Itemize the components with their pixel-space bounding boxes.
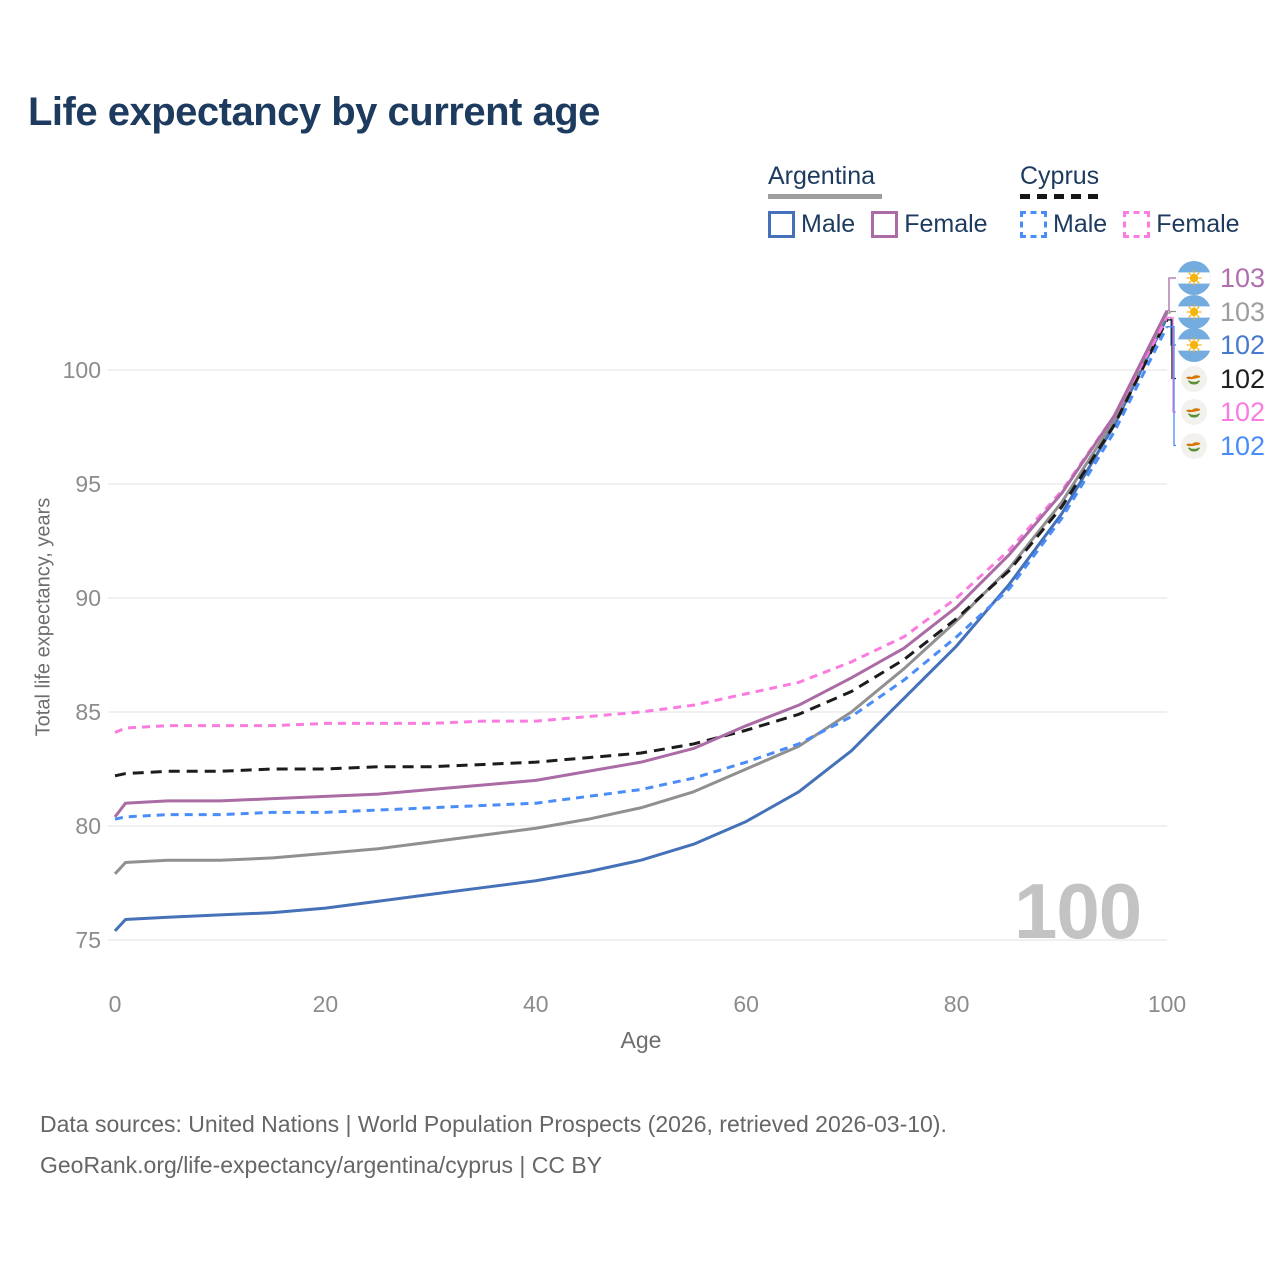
argentina-solid-line-sample: [768, 194, 882, 199]
data-source-line: Data sources: United Nations | World Pop…: [40, 1111, 947, 1137]
legend-group-argentina: Argentina Male Female: [768, 162, 988, 239]
leader-line: [1167, 277, 1176, 312]
argentina-flag-icon: [1176, 328, 1212, 362]
cyprus-flag-icon: [1176, 366, 1212, 392]
x-axis-title: Age: [621, 1027, 662, 1053]
x-tick-label: 40: [523, 991, 549, 1017]
argentina-female-swatch-icon: [871, 211, 899, 238]
end-value: 102: [1220, 363, 1266, 394]
end-label-cyprus-female: 102: [1176, 394, 1265, 430]
y-tick-label: 85: [75, 699, 101, 725]
argentina-male-swatch-icon: [768, 211, 795, 238]
leader-line: [1167, 310, 1176, 314]
series-line-cyprus-female: [114, 316, 1169, 734]
end-value: 103: [1220, 262, 1266, 293]
page-title: Life expectancy by current age: [28, 90, 600, 134]
y-axis-title: Total life expectancy, years: [32, 497, 55, 737]
argentina-flag-icon: [1176, 295, 1212, 329]
argentina-flag-icon: [1176, 261, 1212, 295]
x-tick-label: 0: [109, 991, 122, 1017]
series-line-argentina-male: [113, 316, 1169, 932]
legend-label: Female: [1156, 210, 1240, 238]
series-line-argentina: [113, 312, 1169, 875]
y-tick-label: 100: [63, 357, 101, 383]
x-tick-label: 100: [1148, 991, 1186, 1017]
cyprus-flag-icon: [1176, 399, 1212, 425]
end-label-argentina-total: 103: [1176, 294, 1265, 330]
footer: Data sources: United Nations | World Pop…: [40, 1104, 947, 1186]
x-tick-label: 20: [313, 991, 339, 1017]
leader-line: [1167, 326, 1176, 447]
legend-country-cyprus[interactable]: Cyprus: [1020, 162, 1100, 190]
end-value: 102: [1220, 430, 1266, 461]
series-line-cyprus: [114, 319, 1169, 778]
end-value: 102: [1220, 329, 1266, 360]
legend-item-cyprus-male[interactable]: Male: [1020, 210, 1107, 239]
legend-label: Male: [1053, 210, 1108, 238]
x-tick-label: 80: [944, 991, 970, 1017]
end-label-argentina-female: 103: [1176, 260, 1265, 296]
series-line-cyprus-male: [114, 326, 1169, 821]
legend-item-argentina-female[interactable]: Female: [871, 210, 988, 239]
legend-label: Female: [904, 210, 988, 238]
legend-item-cyprus-female[interactable]: Female: [1123, 210, 1240, 239]
end-label-argentina-male: 102: [1176, 327, 1265, 363]
y-tick-label: 95: [75, 471, 101, 497]
attribution-line: GeoRank.org/life-expectancy/argentina/cy…: [40, 1152, 603, 1178]
y-tick-label: 90: [75, 585, 101, 611]
legend-country-argentina[interactable]: Argentina: [768, 162, 876, 190]
y-tick-label: 75: [75, 927, 101, 953]
cyprus-dashed-line-sample: [1020, 194, 1104, 199]
end-value: 102: [1220, 396, 1266, 427]
cyprus-flag-icon: [1176, 433, 1212, 459]
end-value: 103: [1220, 296, 1266, 327]
cyprus-male-swatch-icon: [1020, 211, 1047, 238]
end-label-cyprus-male: 102: [1176, 428, 1265, 464]
end-label-cyprus-total: 102: [1176, 361, 1265, 397]
series-line-argentina-female: [113, 310, 1169, 818]
legend-group-cyprus: Cyprus Male Female: [1020, 162, 1240, 239]
legend-item-argentina-male[interactable]: Male: [768, 210, 855, 239]
y-tick-label: 80: [75, 813, 101, 839]
cyprus-female-swatch-icon: [1123, 211, 1151, 238]
age-counter-watermark: 100: [1014, 867, 1142, 955]
x-tick-label: 60: [733, 991, 759, 1017]
legend-label: Male: [801, 210, 856, 238]
